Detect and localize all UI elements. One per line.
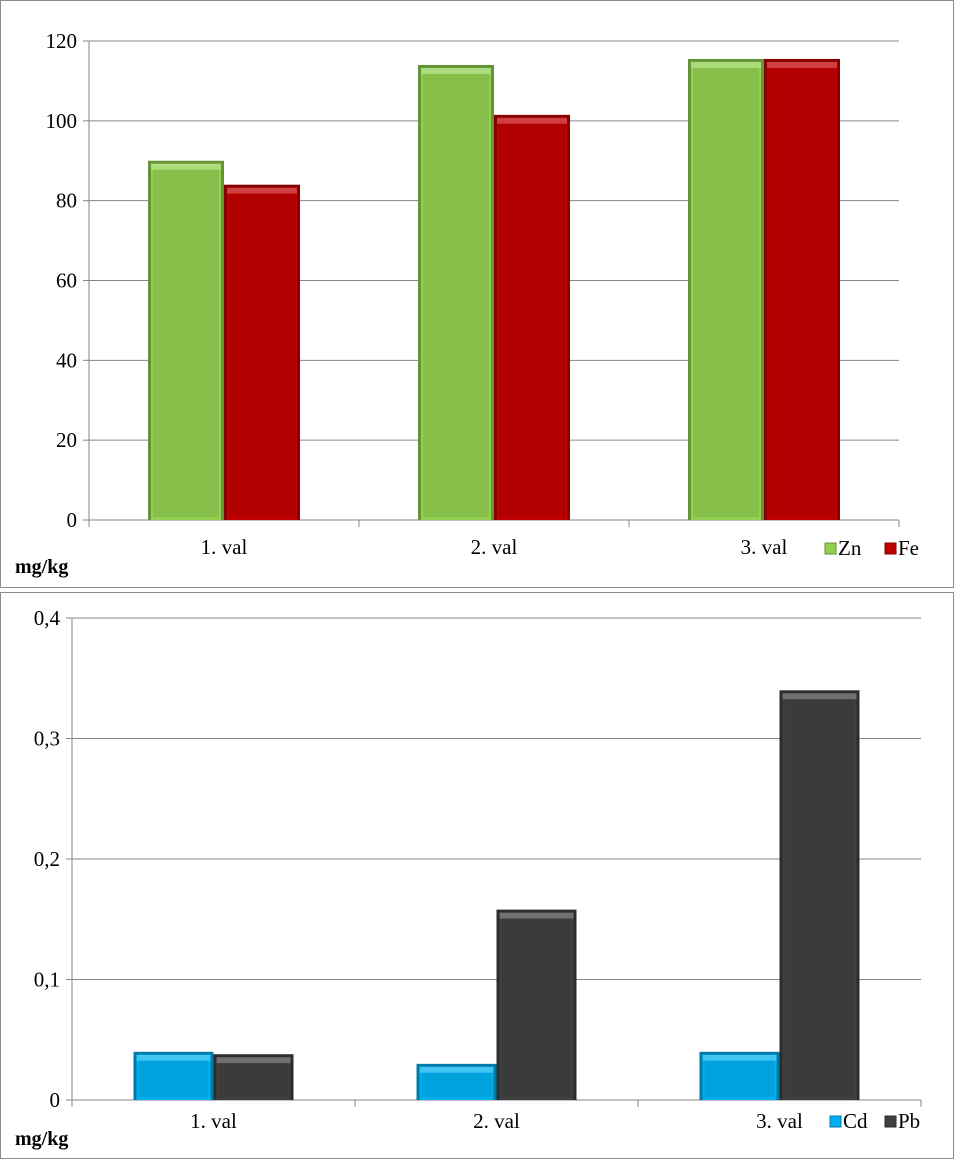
x-tick-label: 1. val	[190, 1109, 237, 1133]
bar-zn-2	[418, 64, 494, 520]
y-axis-unit-label: mg/kg	[15, 556, 68, 578]
x-tick-label: 2. val	[473, 1109, 520, 1133]
x-tick-label: 3. val	[756, 1109, 803, 1133]
legend-swatch-pb	[884, 1115, 897, 1128]
legend-label-cd: Cd	[843, 1109, 868, 1133]
legend-label-zn: Zn	[838, 536, 862, 560]
y-tick-label: 0,3	[34, 727, 60, 751]
bar-cd-2	[416, 1063, 497, 1100]
legend-label-pb: Pb	[898, 1109, 920, 1133]
y-tick-label: 40	[56, 348, 77, 372]
bar-pb-1	[213, 1054, 294, 1100]
bar-fe-1	[224, 184, 300, 520]
y-tick-label: 60	[56, 269, 77, 293]
bar-pb-3	[779, 690, 860, 1100]
x-tick-label: 3. val	[741, 535, 788, 559]
y-tick-label: 0,1	[34, 968, 60, 992]
bar-zn-3	[688, 58, 764, 521]
bar-cd-1	[133, 1051, 214, 1100]
y-axis-unit-label: mg/kg	[15, 1128, 68, 1150]
chart-cd-pb: 0 0,1 0,2 0,3 0,4 1. val 2. val 3. val Cd Pb mg/kg	[0, 592, 954, 1159]
chart-zn-fe-svg: 0 20 40 60 80 100 120 1. val 2. val 3. val Zn Fe mg/…	[0, 0, 954, 588]
y-tick-label: 120	[46, 29, 78, 53]
x-tick-label: 2. val	[471, 535, 518, 559]
y-tick-label: 80	[56, 189, 77, 213]
legend-label-fe: Fe	[898, 536, 919, 560]
y-tick-label: 0,2	[34, 847, 60, 871]
chart-cd-pb-svg: 0 0,1 0,2 0,3 0,4 1. val 2. val 3. val Cd Pb mg/kg	[0, 592, 954, 1159]
bar-cd-3	[699, 1051, 780, 1100]
x-tick-label: 1. val	[201, 535, 248, 559]
bar-zn-1	[148, 160, 224, 520]
bar-pb-2	[496, 909, 577, 1100]
legend-swatch-fe	[884, 542, 897, 555]
y-tick-label: 0	[50, 1088, 61, 1112]
legend-swatch-zn	[824, 542, 837, 555]
y-tick-label: 100	[46, 109, 78, 133]
y-tick-label: 20	[56, 428, 77, 452]
y-tick-label: 0,4	[34, 606, 61, 630]
bar-fe-3	[764, 58, 840, 521]
bar-fe-2	[494, 114, 570, 521]
chart-zn-fe: 0 20 40 60 80 100 120 1. val 2. val 3. val Zn Fe mg/…	[0, 0, 954, 588]
legend-swatch-cd	[829, 1115, 842, 1128]
y-tick-label: 0	[67, 508, 78, 532]
